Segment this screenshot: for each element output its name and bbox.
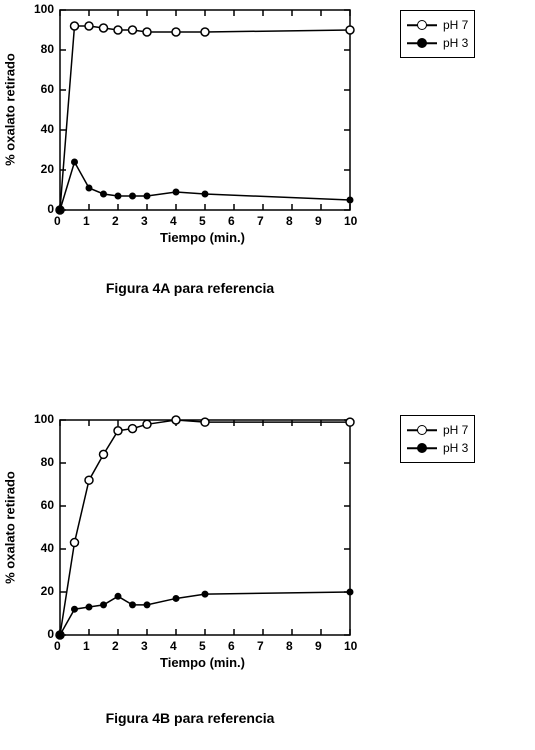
y-tick-label: 60: [24, 82, 54, 96]
chart-a: 012345678910020406080100% oxalato retira…: [60, 10, 350, 210]
legend-label: pH 7: [443, 18, 468, 32]
legend-b: pH 7 pH 3: [400, 415, 475, 463]
y-tick-label: 80: [24, 42, 54, 56]
y-tick-label: 0: [24, 627, 54, 641]
filled-circle-icon: [407, 442, 437, 454]
x-tick-label: 8: [286, 639, 293, 653]
x-tick-label: 2: [112, 214, 119, 228]
x-tick-label: 9: [315, 214, 322, 228]
x-tick-label: 9: [315, 639, 322, 653]
x-tick-label: 10: [344, 639, 357, 653]
x-tick-label: 10: [344, 214, 357, 228]
y-tick-label: 0: [24, 202, 54, 216]
legend-item: pH 3: [407, 440, 468, 456]
x-tick-label: 6: [228, 214, 235, 228]
y-tick-label: 100: [24, 2, 54, 16]
open-circle-icon: [407, 19, 437, 31]
legend-label: pH 7: [443, 423, 468, 437]
open-circle-icon: [407, 424, 437, 436]
y-tick-label: 40: [24, 541, 54, 555]
x-tick-label: 5: [199, 214, 206, 228]
x-axis-label: Tiempo (min.): [160, 230, 245, 245]
chart-b: 012345678910020406080100% oxalato retira…: [60, 420, 350, 635]
x-tick-label: 3: [141, 639, 148, 653]
legend-item: pH 3: [407, 35, 468, 51]
y-tick-label: 60: [24, 498, 54, 512]
y-tick-label: 100: [24, 412, 54, 426]
x-tick-label: 0: [54, 214, 61, 228]
y-tick-label: 80: [24, 455, 54, 469]
x-tick-label: 0: [54, 639, 61, 653]
y-axis-label: % oxalato retirado: [3, 457, 18, 597]
caption-a: Figura 4A para referencia: [0, 280, 380, 296]
x-tick-label: 8: [286, 214, 293, 228]
x-tick-label: 4: [170, 214, 177, 228]
y-tick-label: 20: [24, 162, 54, 176]
caption-b: Figura 4B para referencia: [0, 710, 380, 726]
x-tick-label: 5: [199, 639, 206, 653]
legend-label: pH 3: [443, 36, 468, 50]
x-tick-label: 2: [112, 639, 119, 653]
x-tick-label: 1: [83, 639, 90, 653]
y-tick-label: 20: [24, 584, 54, 598]
y-tick-label: 40: [24, 122, 54, 136]
x-tick-label: 7: [257, 639, 264, 653]
legend-a: pH 7 pH 3: [400, 10, 475, 58]
filled-circle-icon: [407, 37, 437, 49]
legend-item: pH 7: [407, 17, 468, 33]
x-axis-label: Tiempo (min.): [160, 655, 245, 670]
x-tick-label: 6: [228, 639, 235, 653]
legend-item: pH 7: [407, 422, 468, 438]
x-tick-label: 1: [83, 214, 90, 228]
x-tick-label: 4: [170, 639, 177, 653]
legend-label: pH 3: [443, 441, 468, 455]
x-tick-label: 7: [257, 214, 264, 228]
x-tick-label: 3: [141, 214, 148, 228]
y-axis-label: % oxalato retirado: [3, 40, 18, 180]
